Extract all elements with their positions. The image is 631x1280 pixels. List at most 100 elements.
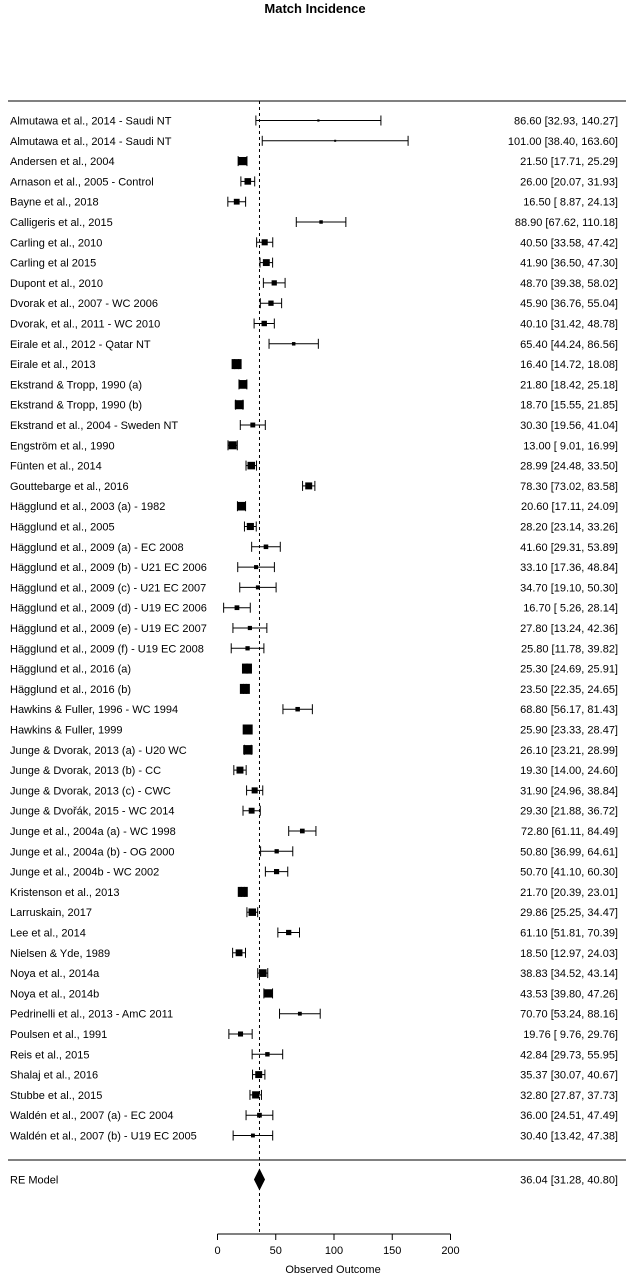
point-estimate	[248, 807, 255, 814]
study-row: Stubbe et al., 2015 32.80 [27.87, 37.73]	[10, 1089, 618, 1102]
study-label: Nielsen & Yde, 1989	[10, 948, 110, 960]
study-label: Shalaj et al., 2016	[10, 1070, 98, 1082]
point-estimate	[233, 198, 240, 205]
study-label: Junge et al., 2004a (a) - WC 1998	[10, 826, 176, 838]
study-row: Bayne et al., 2018 16.50 [ 8.87, 24.13]	[10, 196, 618, 209]
ci-value-label: 78.30 [73.02, 83.58]	[520, 481, 618, 493]
point-estimate	[231, 359, 242, 370]
study-label: Engström et al., 1990	[10, 440, 115, 452]
study-row: Kristenson et al., 2013 21.70 [20.39, 23.…	[10, 886, 618, 899]
study-row: Ekstrand & Tropp, 1990 (b) 18.70 [15.55, …	[10, 399, 618, 412]
study-row: Lee et al., 2014 61.10 [51.81, 70.39]	[10, 927, 618, 940]
study-row: Ekstrand & Tropp, 1990 (a) 21.80 [18.42, …	[10, 379, 618, 391]
study-row: Nielsen & Yde, 1989 18.50 [12.97, 24.03]	[10, 947, 618, 960]
study-label: Ekstrand & Tropp, 1990 (b)	[10, 400, 142, 412]
ci-value-label: 41.90 [36.50, 47.30]	[520, 258, 618, 270]
study-label: Bayne et al., 2018	[10, 197, 99, 209]
x-tick-label: 0	[214, 1245, 220, 1257]
point-estimate	[255, 585, 260, 590]
ci-value-label: 21.50 [17.71, 25.29]	[520, 156, 618, 168]
point-estimate	[295, 706, 300, 712]
ci-value-label: 34.70 [19.10, 50.30]	[520, 582, 618, 594]
ci-value-label: 26.00 [20.07, 31.93]	[520, 176, 618, 188]
study-row: Ekstrand et al., 2004 - Sweden NT 30.30 […	[10, 420, 618, 432]
study-row: Hägglund et al., 2009 (f) - U19 EC 2008 2…	[10, 643, 618, 655]
study-label: Junge & Dvorak, 2013 (b) - CC	[10, 765, 161, 777]
point-estimate	[317, 119, 320, 122]
study-label: Reis et al., 2015	[10, 1049, 90, 1061]
point-estimate	[305, 482, 313, 490]
ci-value-label: 70.70 [53.24, 88.16]	[520, 1009, 618, 1021]
ci-value-label: 40.50 [33.58, 47.42]	[520, 237, 618, 249]
study-label: Calligeris et al., 2015	[10, 217, 113, 229]
study-row: Hägglund et al., 2009 (c) - U21 EC 2007 3…	[10, 582, 618, 594]
study-label: Larruskain, 2017	[10, 907, 92, 919]
point-estimate	[242, 724, 253, 735]
ci-value-label: 16.70 [ 5.26, 28.14]	[523, 603, 618, 615]
study-row: Dvorak, et al., 2011 - WC 2010 40.10 [31.…	[10, 318, 618, 331]
point-estimate	[237, 886, 248, 897]
study-row: Arnason et al., 2005 - Control 26.00 [20.…	[10, 176, 618, 188]
study-row: Waldén et al., 2007 (a) - EC 2004 36.00 […	[10, 1110, 618, 1122]
ci-value-label: 25.30 [24.69, 25.91]	[520, 664, 618, 676]
ci-value-label: 13.00 [ 9.01, 16.99]	[523, 440, 618, 452]
study-label: Carling et al 2015	[10, 258, 96, 270]
point-estimate	[297, 1011, 302, 1016]
point-estimate	[238, 380, 248, 389]
study-label: Junge et al., 2004b - WC 2002	[10, 867, 159, 879]
study-label: Gouttebarge et al., 2016	[10, 481, 129, 493]
point-estimate	[241, 663, 252, 674]
study-row: Almutawa et al., 2014 - Saudi NT 86.60 [3…	[10, 115, 618, 128]
point-estimate	[247, 461, 256, 470]
point-estimate	[234, 605, 240, 611]
study-label: Stubbe et al., 2015	[10, 1090, 102, 1102]
study-label: Junge & Dvorak, 2013 (a) - U20 WC	[10, 745, 187, 757]
study-label: Carling et al., 2010	[10, 237, 102, 249]
summary-ci-label: 36.04 [31.28, 40.80]	[520, 1175, 618, 1187]
point-estimate	[244, 178, 252, 185]
study-row: Hägglund et al., 2009 (e) - U19 EC 2007 2…	[10, 623, 618, 635]
study-label: Ekstrand & Tropp, 1990 (a)	[10, 379, 142, 391]
point-estimate	[258, 969, 267, 977]
study-label: Hägglund et al., 2003 (a) - 1982	[10, 501, 165, 513]
study-label: Hägglund et al., 2009 (f) - U19 EC 2008	[10, 643, 204, 655]
study-row: Junge et al., 2004b - WC 2002 50.70 [41.1…	[10, 866, 618, 879]
ci-value-label: 33.10 [17.36, 48.84]	[520, 562, 618, 574]
point-estimate	[228, 441, 237, 450]
study-row: Hägglund et al., 2009 (d) - U19 EC 2006 1…	[10, 602, 618, 615]
ci-value-label: 29.86 [25.25, 34.47]	[520, 907, 618, 919]
point-estimate	[245, 646, 250, 651]
point-estimate	[254, 565, 259, 570]
ci-value-label: 68.80 [56.17, 81.43]	[520, 704, 618, 716]
ci-value-label: 88.90 [67.62, 110.18]	[515, 217, 618, 229]
study-row: Shalaj et al., 2016 35.37 [30.07, 40.67]	[10, 1069, 618, 1082]
study-row: Hägglund et al., 2016 (a) 25.30 [24.69, 2…	[10, 663, 618, 676]
study-row: Larruskain, 2017 29.86 [25.25, 34.47]	[10, 907, 618, 919]
study-row: Hägglund et al., 2009 (a) - EC 2008 41.60…	[10, 541, 618, 554]
point-estimate	[334, 139, 337, 142]
x-tick-label: 150	[383, 1245, 401, 1257]
point-estimate	[251, 787, 258, 794]
point-estimate	[243, 745, 253, 755]
point-estimate	[250, 1133, 255, 1138]
ci-value-label: 29.30 [21.88, 36.72]	[520, 806, 618, 818]
ci-value-label: 48.70 [39.38, 58.02]	[520, 278, 618, 290]
study-label: Dvorak, et al., 2011 - WC 2010	[10, 319, 160, 331]
point-estimate	[264, 989, 273, 998]
study-row: Almutawa et al., 2014 - Saudi NT 101.00 […	[10, 135, 618, 148]
point-estimate	[265, 1052, 270, 1057]
point-estimate	[247, 625, 252, 631]
study-label: Hägglund et al., 2005	[10, 522, 115, 534]
ci-value-label: 35.37 [30.07, 40.67]	[520, 1070, 618, 1082]
ci-value-label: 43.53 [39.80, 47.26]	[520, 988, 618, 1000]
study-label: Hägglund et al., 2009 (c) - U21 EC 2007	[10, 582, 206, 594]
study-label: Almutawa et al., 2014 - Saudi NT	[10, 136, 172, 148]
ci-value-label: 21.70 [20.39, 23.01]	[520, 887, 618, 899]
study-label: Hägglund et al., 2009 (b) - U21 EC 2006	[10, 562, 207, 574]
ci-value-label: 38.83 [34.52, 43.14]	[520, 968, 618, 980]
point-estimate	[261, 239, 268, 246]
study-label: Junge & Dvorak, 2013 (c) - CWC	[10, 785, 171, 797]
study-row: Noya et al., 2014a 38.83 [34.52, 43.14]	[10, 968, 618, 980]
point-estimate	[236, 766, 244, 774]
study-label: Junge et al., 2004a (b) - OG 2000	[10, 846, 175, 858]
